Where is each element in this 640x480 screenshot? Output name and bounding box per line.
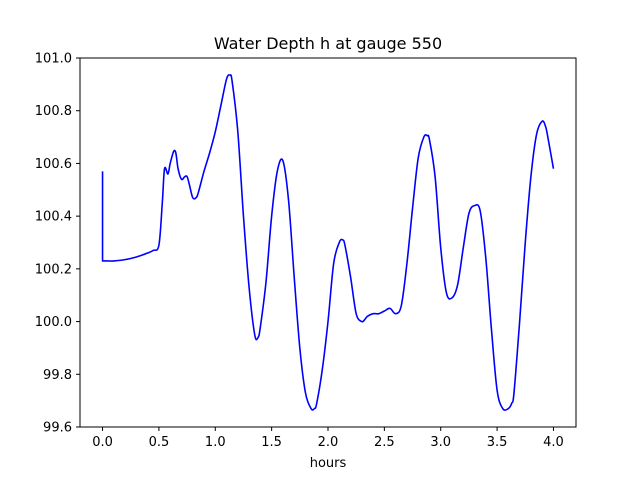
y-tick-label: 100.2	[35, 262, 72, 277]
x-axis: 0.0 0.5 1.0 1.5 2.0 2.5 3.0 3.5 4.0	[92, 427, 564, 450]
y-tick-label: 101.0	[35, 52, 72, 67]
x-tick-label: 1.0	[205, 435, 226, 450]
chart-title: Water Depth h at gauge 550	[214, 34, 442, 53]
y-tick-label: 100.8	[35, 104, 72, 119]
y-tick-label: 100.6	[35, 157, 72, 172]
x-tick-label: 4.0	[543, 435, 564, 450]
x-tick-label: 2.5	[374, 435, 395, 450]
y-axis: 99.6 99.8 100.0 100.2 100.4 100.6 100.8 101.0	[35, 52, 80, 436]
x-axis-label: hours	[310, 456, 347, 471]
y-tick-label: 100.4	[35, 210, 72, 225]
y-tick-label: 99.8	[43, 368, 72, 383]
y-tick-label: 99.6	[43, 421, 72, 436]
series-line	[101, 74, 555, 411]
x-tick-label: 3.5	[487, 435, 508, 450]
plot-frame	[79, 57, 577, 428]
x-tick-label: 2.0	[318, 435, 339, 450]
x-tick-label: 1.5	[261, 435, 282, 450]
x-tick-label: 3.0	[430, 435, 451, 450]
x-tick-label: 0.5	[149, 435, 170, 450]
x-tick-label: 0.0	[92, 435, 113, 450]
y-tick-label: 100.0	[35, 315, 72, 330]
